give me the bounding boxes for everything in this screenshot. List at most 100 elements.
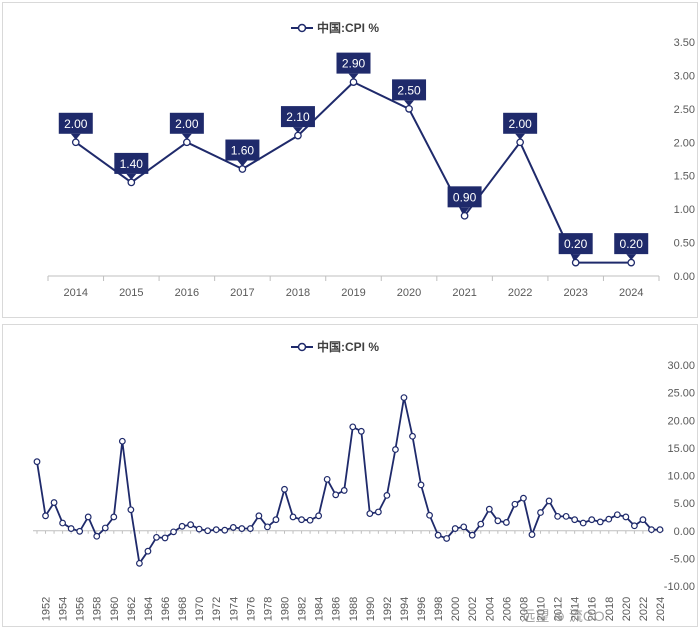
data-point — [451, 525, 459, 532]
data-point — [84, 513, 92, 521]
x-tick-label: 1998 — [433, 597, 445, 621]
x-tick-label: 1982 — [297, 597, 309, 621]
data-point — [59, 519, 67, 527]
data-label-box — [503, 112, 538, 134]
data-point — [264, 523, 271, 531]
x-tick-label: 1974 — [228, 597, 240, 621]
data-point — [554, 512, 561, 520]
x-tick-label: 2000 — [450, 597, 462, 621]
y-tick-label: -10.00 — [664, 581, 695, 593]
y-tick-label: 30.00 — [667, 360, 695, 372]
y-tick-label: 0.00 — [674, 271, 695, 283]
data-point — [494, 517, 502, 525]
data-point — [153, 533, 160, 541]
y-tick-label: 20.00 — [667, 415, 695, 427]
data-label: 0.20 — [564, 237, 588, 251]
x-tick-label: 2015 — [119, 287, 143, 299]
data-point — [76, 527, 84, 535]
data-point — [630, 522, 638, 530]
data-point — [520, 494, 527, 502]
data-point — [101, 524, 109, 532]
data-point — [178, 522, 186, 530]
data-label: 2.50 — [397, 83, 421, 97]
y-tick-label: 2.50 — [674, 104, 695, 116]
y-tick-label: 5.00 — [674, 498, 695, 510]
data-label-box — [280, 106, 315, 128]
x-tick-label: 1952 — [41, 597, 53, 621]
data-point — [357, 427, 365, 435]
chart-historical-cpi: 中国:CPI % -10.00 -5.00 0.00 5.00 10.00 15.00 20.… — [33, 339, 695, 624]
chart-recent-cpi: 中国:CPI % 2014 2015 2016 2017 2018 2019 2020 2021… — [47, 20, 695, 299]
x-tick-label: 2004 — [484, 597, 496, 621]
data-label-pointer — [570, 254, 581, 261]
y-tick-label: 0.50 — [674, 238, 695, 250]
data-point — [349, 423, 357, 431]
data-point — [281, 485, 288, 493]
data-label-pointer — [626, 254, 637, 261]
x-tick-label: 2023 — [563, 287, 587, 299]
data-point — [187, 521, 195, 529]
data-label-box — [392, 79, 427, 101]
data-point — [212, 526, 220, 534]
y-tick-label: 1.50 — [674, 171, 695, 183]
data-point — [127, 506, 135, 514]
x-tick-label: 1994 — [399, 597, 411, 621]
data-label: 2.00 — [508, 117, 532, 131]
x-tick-label: 2022 — [638, 597, 650, 621]
data-label-box — [447, 186, 482, 208]
series-line — [36, 396, 660, 565]
x-tick-label: 2016 — [175, 287, 199, 299]
data-label-pointer — [404, 100, 415, 107]
data-label-pointer — [459, 207, 470, 214]
data-label-box — [169, 112, 204, 134]
watermark-text: 远望 ⊕ 流GO — [521, 608, 604, 624]
x-tick-label: 2012 — [553, 597, 565, 621]
x-tick-label: 2021 — [452, 287, 476, 299]
data-point — [289, 513, 297, 521]
data-point — [443, 535, 451, 542]
data-point — [537, 509, 544, 516]
data-label-box — [614, 233, 649, 255]
data-point — [426, 511, 433, 519]
x-tick-label: 1988 — [348, 597, 360, 621]
data-point — [639, 516, 647, 524]
x-tick-label: 1958 — [92, 597, 104, 621]
data-point — [110, 513, 118, 521]
data-label-box — [225, 139, 260, 161]
data-point — [579, 519, 587, 527]
x-tick-label: 1956 — [75, 597, 87, 621]
data-label-box — [58, 112, 93, 134]
x-tick-label: 1980 — [279, 597, 291, 621]
data-point — [434, 531, 442, 539]
y-tick-label: 10.00 — [667, 471, 695, 483]
data-point — [383, 491, 391, 499]
data-point — [332, 491, 340, 499]
data-point — [50, 499, 58, 506]
data-point — [315, 512, 323, 520]
x-tick-label: 1996 — [416, 597, 428, 621]
x-tick-label: 2020 — [397, 287, 421, 299]
data-label: 1.60 — [231, 144, 255, 158]
data-point — [238, 525, 246, 532]
x-tick-label: 1990 — [365, 597, 377, 621]
series-line — [75, 81, 632, 264]
data-point — [255, 512, 263, 520]
data-point — [246, 525, 254, 532]
x-tick-label: 2014 — [570, 597, 582, 621]
x-tick-label: 1962 — [126, 597, 138, 621]
x-tick-label: 1972 — [211, 597, 223, 621]
data-point — [502, 519, 510, 526]
data-point — [42, 512, 49, 520]
data-label: 0.90 — [453, 190, 477, 204]
data-point — [571, 258, 580, 267]
x-tick-label: 2017 — [230, 287, 254, 299]
data-point — [613, 511, 621, 519]
x-tick-label: 2008 — [518, 597, 530, 621]
data-label: 1.40 — [120, 157, 144, 171]
chart-panel-recent: 中国:CPI % 2014 2015 2016 2017 2018 2019 2020 2021… — [2, 2, 698, 318]
data-point — [93, 532, 101, 540]
data-label-pointer — [292, 127, 303, 134]
data-point — [511, 500, 519, 508]
x-tick-label: 1970 — [194, 597, 206, 621]
data-label: 0.20 — [620, 237, 644, 251]
